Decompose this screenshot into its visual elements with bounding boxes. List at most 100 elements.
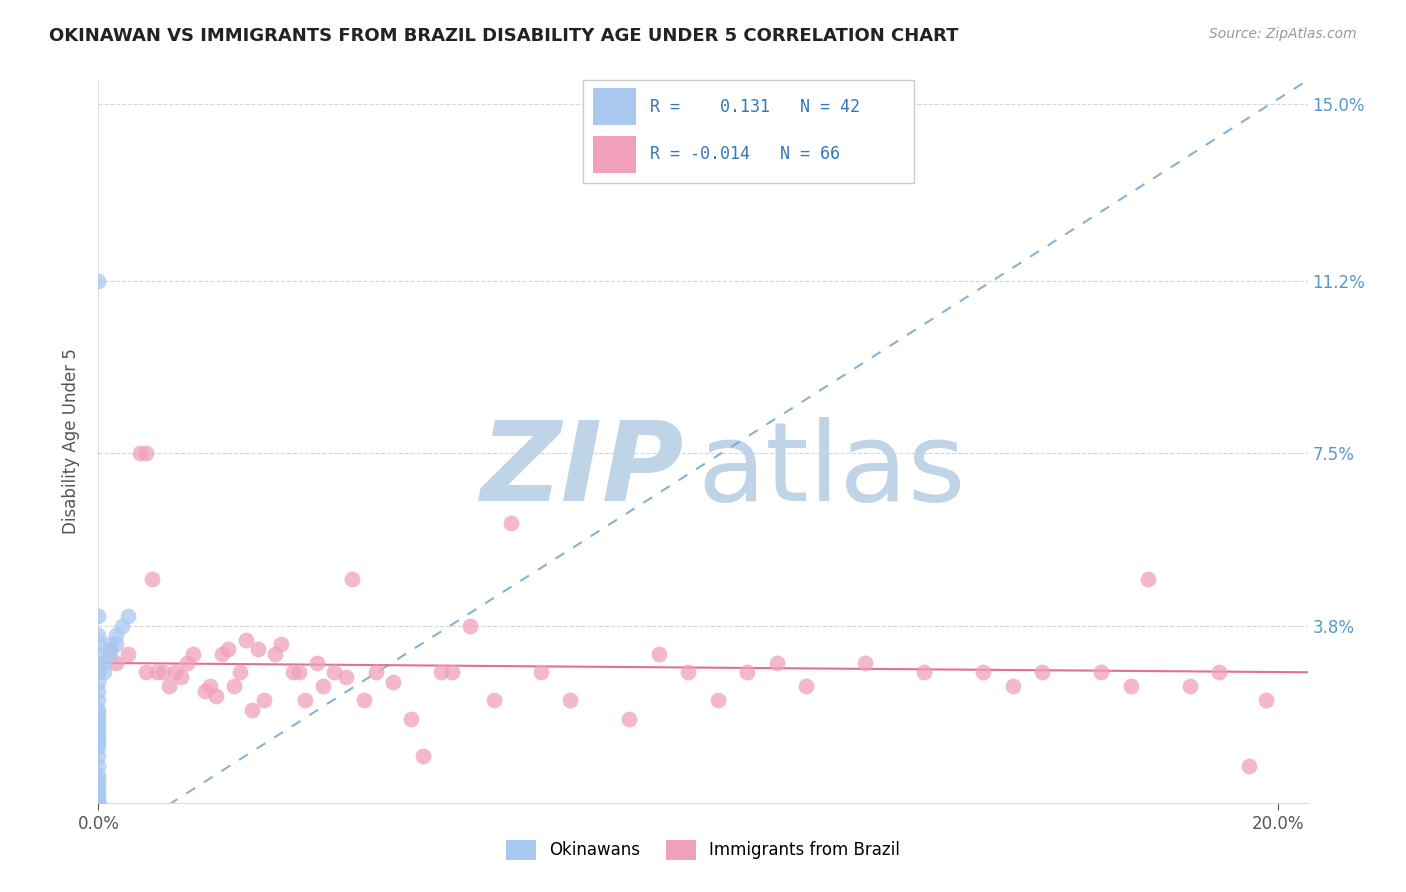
Point [135,446,157,460]
Point [105,628,128,642]
Legend: Okinawans, Immigrants from Brazil: Okinawans, Immigrants from Brazil [499,833,907,867]
Bar [593,136,637,173]
Point [211,647,233,661]
Text: atlas: atlas [697,417,966,524]
Point [87,791,110,805]
Point [560,693,582,707]
Point [441,665,464,680]
Point [288,665,311,680]
Point [323,665,346,680]
Point [87,702,110,716]
Point [530,665,553,680]
Point [87,772,110,787]
Point [353,693,375,707]
Point [135,665,157,680]
Point [972,665,994,680]
Point [429,665,451,680]
Point [98,642,121,657]
Point [482,693,505,707]
Point [1090,665,1112,680]
Point [87,684,110,698]
Point [87,768,110,782]
Point [305,656,328,670]
Point [87,787,110,801]
Point [1237,758,1260,772]
Point [1137,572,1160,586]
Text: R =    0.131   N = 42: R = 0.131 N = 42 [650,98,859,116]
Point [98,637,121,651]
Point [87,739,110,754]
Point [87,665,110,680]
Point [294,693,316,707]
Point [181,647,204,661]
Point [912,665,935,680]
Point [281,665,304,680]
Point [157,679,180,693]
Point [87,637,110,651]
Point [229,665,252,680]
Point [87,758,110,772]
Point [706,693,728,707]
Point [87,796,110,810]
Point [87,796,110,810]
Point [200,679,222,693]
Point [340,572,363,586]
Point [93,665,115,680]
Point [87,274,110,288]
Point [87,731,110,745]
Point [117,647,139,661]
Point [111,618,134,632]
Point [87,656,110,670]
Point [648,647,671,661]
Point [1178,679,1201,693]
Point [93,656,115,670]
FancyBboxPatch shape [583,80,914,183]
Point [501,516,523,530]
Point [794,679,817,693]
Point [87,674,110,689]
Text: Source: ZipAtlas.com: Source: ZipAtlas.com [1209,27,1357,41]
Point [311,679,333,693]
Point [87,796,110,810]
Point [87,693,110,707]
Point [87,749,110,764]
Point [222,679,245,693]
Point [619,712,641,726]
Point [1208,665,1230,680]
Point [458,618,481,632]
Point [87,796,110,810]
Point [87,721,110,735]
Text: R = -0.014   N = 66: R = -0.014 N = 66 [650,145,839,163]
Point [105,637,128,651]
Point [1119,679,1142,693]
Point [205,689,228,703]
Bar [593,88,637,126]
Point [240,702,263,716]
Point [87,716,110,731]
Point [246,642,269,657]
Point [152,665,174,680]
Point [98,647,121,661]
Point [87,707,110,722]
Point [399,712,422,726]
Point [364,665,387,680]
Point [765,656,787,670]
Point [165,665,187,680]
Point [87,781,110,796]
Point [87,796,110,810]
Point [141,572,163,586]
Point [235,632,257,647]
Y-axis label: Disability Age Under 5: Disability Age Under 5 [62,349,80,534]
Point [87,735,110,749]
Point [87,777,110,791]
Point [678,665,700,680]
Point [87,628,110,642]
Point [117,609,139,624]
Point [335,670,357,684]
Point [270,637,292,651]
Point [264,647,287,661]
Point [1001,679,1024,693]
Text: ZIP: ZIP [481,417,685,524]
Point [853,656,876,670]
Point [87,609,110,624]
